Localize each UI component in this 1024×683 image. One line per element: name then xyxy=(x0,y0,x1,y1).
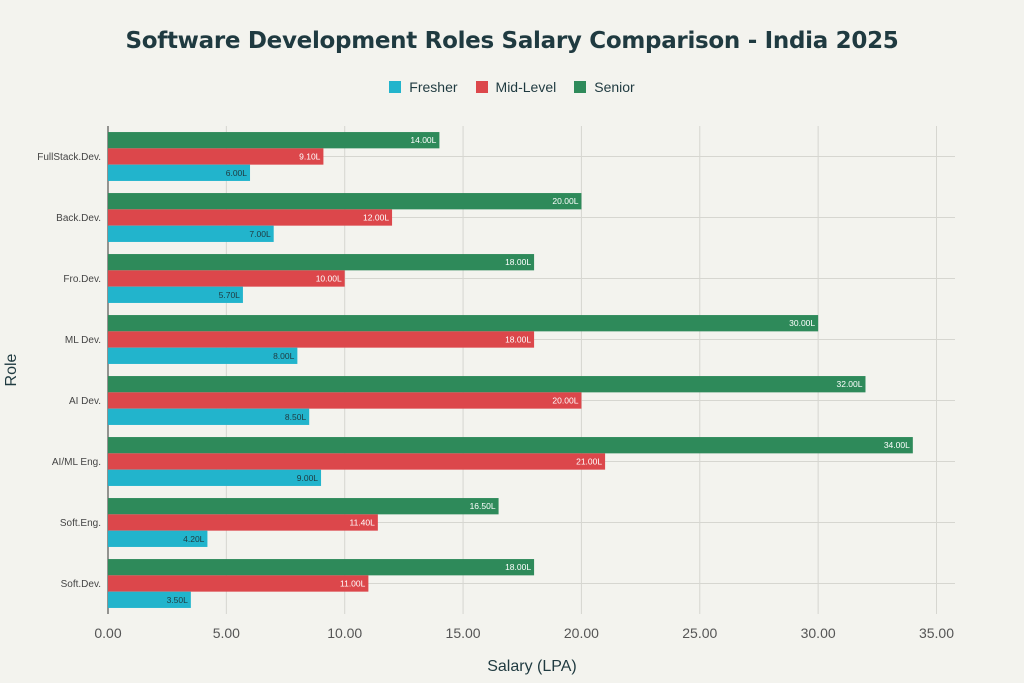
bar-value-label: 8.50L xyxy=(285,412,307,422)
legend: Fresher Mid-Level Senior xyxy=(0,79,1024,95)
bar-value-label: 34.00L xyxy=(884,440,910,450)
bar-senior[interactable] xyxy=(108,193,582,210)
x-tick-label: 30.00 xyxy=(801,625,836,641)
bar-fresher[interactable] xyxy=(108,225,274,242)
bar-senior[interactable] xyxy=(108,132,440,149)
legend-label-senior: Senior xyxy=(594,79,635,95)
category-label: Back.Dev. xyxy=(56,213,101,224)
x-tick-label: 0.00 xyxy=(94,625,121,641)
x-tick-label: 10.00 xyxy=(327,625,362,641)
legend-label-mid-level: Mid-Level xyxy=(495,79,557,95)
x-tick-label: 25.00 xyxy=(682,625,717,641)
bar-senior[interactable] xyxy=(108,376,866,393)
x-axis-title: Salary (LPA) xyxy=(487,658,577,675)
bar-fresher[interactable] xyxy=(108,530,208,547)
x-tick-label: 5.00 xyxy=(213,625,240,641)
bar-value-label: 32.00L xyxy=(836,379,862,389)
bar-value-label: 8.00L xyxy=(273,351,295,361)
category-label: ML Dev. xyxy=(65,335,101,346)
bar-value-label: 14.00L xyxy=(410,135,436,145)
x-tick-labels: 0.00 5.00 10.00 15.00 20.00 25.00 30.00 35.00 xyxy=(94,625,954,641)
legend-swatch-mid-level xyxy=(475,81,488,93)
category-label: Fro.Dev. xyxy=(63,274,101,285)
bar-value-label: 11.00L xyxy=(340,579,366,589)
legend-swatch-senior xyxy=(574,81,587,93)
bar-mid-level[interactable] xyxy=(108,514,378,531)
bar-value-label: 18.00L xyxy=(505,257,531,267)
category-label: Soft.Dev. xyxy=(61,579,101,590)
bar-mid-level[interactable] xyxy=(108,209,393,226)
bar-mid-level[interactable] xyxy=(108,453,606,470)
legend-item-senior[interactable]: Senior xyxy=(574,79,635,95)
category-label: AI/ML Eng. xyxy=(52,457,101,468)
bar-mid-level[interactable] xyxy=(108,270,345,287)
bar-fresher[interactable] xyxy=(108,408,310,425)
bar-fresher[interactable] xyxy=(108,591,191,608)
bar-fresher[interactable] xyxy=(108,469,322,486)
bar-value-label: 20.00L xyxy=(552,196,578,206)
bar-fresher[interactable] xyxy=(108,347,298,364)
category-label: AI Dev. xyxy=(69,396,101,407)
legend-label-fresher: Fresher xyxy=(409,79,458,95)
bar-value-label: 18.00L xyxy=(505,335,531,345)
bar-value-label: 9.10L xyxy=(299,152,321,162)
bar-value-label: 3.50L xyxy=(167,595,189,605)
bar-fresher[interactable] xyxy=(108,286,243,303)
bar-senior[interactable] xyxy=(108,437,913,454)
x-tick-label: 15.00 xyxy=(446,625,481,641)
chart-title: Software Development Roles Salary Compar… xyxy=(125,28,899,54)
bar-senior[interactable] xyxy=(108,315,819,332)
legend-swatch-fresher xyxy=(389,81,402,93)
bar-value-label: 30.00L xyxy=(789,318,815,328)
bar-mid-level[interactable] xyxy=(108,148,324,165)
legend-item-mid-level[interactable]: Mid-Level xyxy=(475,79,557,95)
bar-mid-level[interactable] xyxy=(108,392,582,409)
bar-senior[interactable] xyxy=(108,254,535,271)
bar-senior[interactable] xyxy=(108,498,499,515)
bar-value-label: 12.00L xyxy=(363,213,389,223)
bar-value-label: 7.00L xyxy=(249,229,271,239)
bar-value-label: 16.50L xyxy=(470,501,496,511)
legend-item-fresher[interactable]: Fresher xyxy=(389,79,458,95)
x-tick-label: 20.00 xyxy=(564,625,599,641)
category-label: FullStack.Dev. xyxy=(37,152,101,163)
bar-value-label: 5.70L xyxy=(219,290,241,300)
bar-senior[interactable] xyxy=(108,559,535,576)
bar-mid-level[interactable] xyxy=(108,575,369,592)
bar-value-label: 11.40L xyxy=(349,518,375,528)
bar-value-label: 21.00L xyxy=(576,457,602,467)
bar-mid-level[interactable] xyxy=(108,331,535,348)
bar-value-label: 10.00L xyxy=(316,274,342,284)
y-axis-title: Role xyxy=(3,353,20,386)
bar-value-label: 4.20L xyxy=(183,534,205,544)
category-labels: FullStack.Dev. Back.Dev. Fro.Dev. ML Dev. AI… xyxy=(37,152,101,590)
bars: 14.00L 9.10L 6.00L 20.00L 12.00L 7.00L 18.00L 1… xyxy=(108,132,913,608)
bar-fresher[interactable] xyxy=(108,164,251,181)
bar-value-label: 6.00L xyxy=(226,168,248,178)
x-tick-label: 35.00 xyxy=(919,625,954,641)
bar-value-label: 18.00L xyxy=(505,562,531,572)
bar-value-label: 20.00L xyxy=(552,396,578,406)
bar-value-label: 9.00L xyxy=(297,473,319,483)
category-label: Soft.Eng. xyxy=(60,518,101,529)
